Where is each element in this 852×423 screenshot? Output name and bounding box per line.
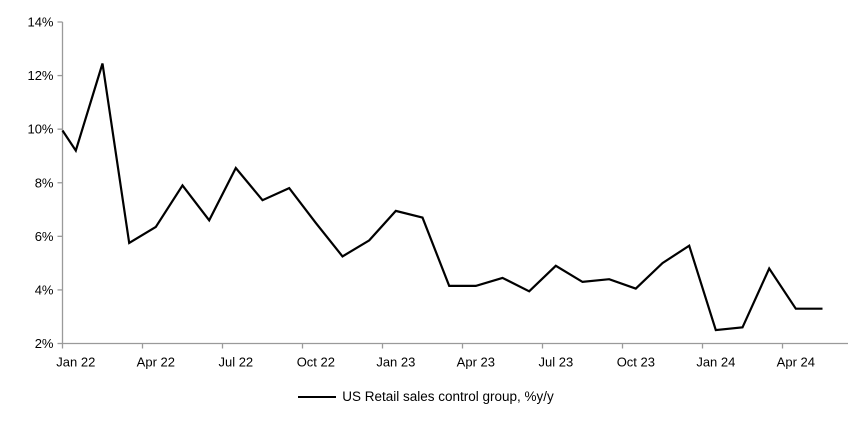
y-axis-label: 6%	[35, 229, 54, 244]
x-axis-label: Apr 24	[777, 355, 815, 370]
x-axis-label: Oct 22	[297, 355, 335, 370]
y-axis-label: 8%	[35, 175, 54, 190]
x-axis-label: Apr 23	[457, 355, 495, 370]
series-line	[61, 63, 823, 332]
y-axis-label: 2%	[35, 336, 54, 351]
y-axis-label: 14%	[27, 15, 53, 30]
x-axis-label: Jul 22	[218, 355, 253, 370]
x-axis-label: Oct 23	[617, 355, 655, 370]
y-axis-label: 10%	[27, 122, 53, 137]
x-axis-label: Jan 23	[376, 355, 415, 370]
x-axis-label: Jan 24	[696, 355, 735, 370]
y-axis-label: 12%	[27, 68, 53, 83]
x-axis-label: Apr 22	[137, 355, 175, 370]
y-axis-label: 4%	[35, 282, 54, 297]
x-axis-label: Jan 22	[56, 355, 95, 370]
x-axis-label: Jul 23	[538, 355, 573, 370]
